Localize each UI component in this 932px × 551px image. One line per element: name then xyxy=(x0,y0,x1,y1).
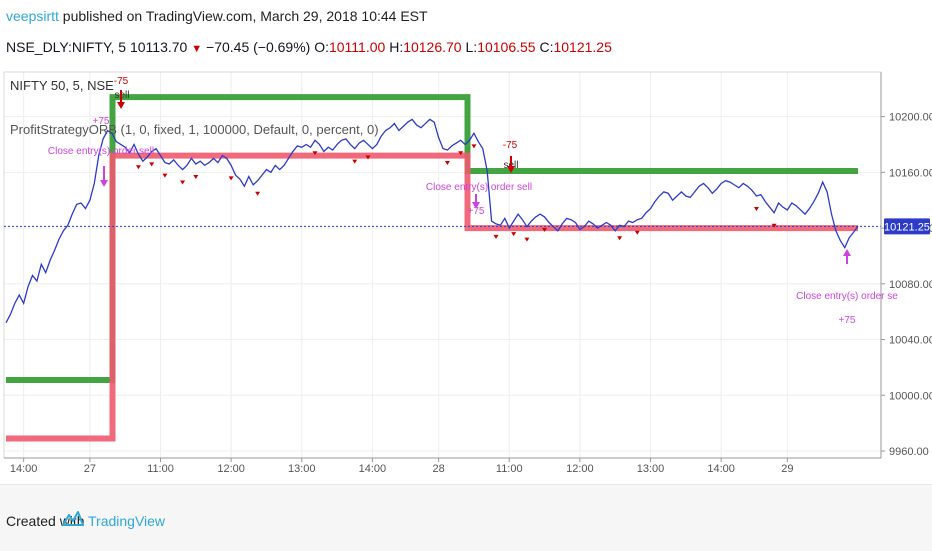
last-price-text: 10121.25 xyxy=(884,221,930,233)
x-tick-label: 13:00 xyxy=(288,463,316,475)
x-tick-label: 12:00 xyxy=(566,463,594,475)
tradingview-brand[interactable]: TradingView xyxy=(88,513,166,529)
last-price-badge xyxy=(884,218,930,235)
close-label: +75 xyxy=(468,206,485,217)
low-value: 10106.55 xyxy=(477,39,536,55)
ohlc-quote-line: NSE_DLY:NIFTY, 5 10113.70 ▼ −70.45 (−0.6… xyxy=(6,39,612,55)
close-label: +75 xyxy=(93,116,110,127)
footer: Created with TradingView xyxy=(0,484,932,551)
sell-marker xyxy=(255,191,261,196)
low-label: L: xyxy=(465,39,478,55)
trade-arrow-icon xyxy=(117,102,125,109)
high-value: 10126.70 xyxy=(403,39,462,55)
sell-marker xyxy=(193,174,199,179)
sell-marker xyxy=(228,176,234,181)
x-axis[interactable]: 14:00 27 11:00 12:00 13:00 14:00 28 11:00 12:00 1… xyxy=(4,457,881,475)
trade-arrow-icon xyxy=(507,166,515,173)
range-high-line xyxy=(6,94,858,383)
y-tick-label: 10000.00 xyxy=(889,390,932,402)
grid xyxy=(4,72,881,458)
trade-markers: -75sellClose entry(s) order sell+75-75se… xyxy=(48,76,898,326)
close-label: C: xyxy=(539,39,554,55)
close-label: Close entry(s) order sell xyxy=(48,146,154,157)
x-tick-label: 27 xyxy=(84,463,96,475)
x-tick-label: 14:00 xyxy=(707,463,735,475)
chart-header: veepsirtt published on TradingView.com, … xyxy=(0,0,932,66)
x-tick-label: 29 xyxy=(781,463,793,475)
sell-marker xyxy=(617,236,623,241)
close-label: +75 xyxy=(839,315,856,326)
x-tick-label: 14:00 xyxy=(10,463,38,475)
sell-marker xyxy=(771,223,777,228)
y-tick-label: 10160.00 xyxy=(889,167,932,179)
y-tick-label: 10080.00 xyxy=(889,279,932,291)
high-label: H: xyxy=(389,39,404,55)
symbol-label[interactable]: NSE_DLY:NIFTY, 5 xyxy=(6,39,127,55)
sell-marker xyxy=(753,207,759,212)
sell-marker xyxy=(312,151,318,156)
sell-marker xyxy=(365,155,371,160)
price-line xyxy=(5,118,859,324)
x-tick-label: 13:00 xyxy=(637,463,665,475)
sell-label: -75 xyxy=(503,140,518,151)
last-value: 10113.70 xyxy=(129,39,188,55)
close-label: Close entry(s) order sell xyxy=(426,182,532,193)
down-arrow-icon: ▼ xyxy=(191,43,203,55)
sell-marker xyxy=(511,232,517,237)
x-tick-label: 11:00 xyxy=(496,463,523,475)
price-series xyxy=(5,118,859,324)
author-link[interactable]: veepsirtt xyxy=(6,8,59,24)
trade-arrow-icon xyxy=(843,249,851,256)
trade-arrow-icon xyxy=(472,202,480,209)
last-price-label: 10121.25 xyxy=(884,218,930,235)
x-tick-label: 11:00 xyxy=(147,463,174,475)
sell-marker xyxy=(162,173,168,178)
x-tick-label: 12:00 xyxy=(217,463,245,475)
x-tick-label: 14:00 xyxy=(359,463,387,475)
sell-marker xyxy=(135,165,141,170)
sell-marker xyxy=(352,159,358,164)
x-tick-label: 28 xyxy=(432,463,444,475)
legend-strategy[interactable]: ProfitStrategyORB (1, 0, fixed, 1, 10000… xyxy=(10,122,379,137)
trade-arrow-icon xyxy=(100,180,108,187)
publish-line: veepsirtt published on TradingView.com, … xyxy=(6,8,428,24)
sell-marker xyxy=(634,230,640,235)
open-label: O: xyxy=(314,39,329,55)
sell-marker xyxy=(458,151,464,156)
sell-marker xyxy=(180,180,186,185)
sell-marker xyxy=(542,227,548,232)
sell-marker xyxy=(471,144,477,149)
price-chart[interactable]: -75sellClose entry(s) order sell+75-75se… xyxy=(0,66,932,484)
legend-symbol[interactable]: NIFTY 50, 5, NSE xyxy=(10,78,114,93)
y-tick-label: 9960.00 xyxy=(889,446,929,458)
publish-info: published on TradingView.com, March 29, … xyxy=(58,8,428,24)
close-label: Close entry(s) order se xyxy=(796,291,898,302)
sell-marker xyxy=(493,234,499,239)
sell-marker xyxy=(444,161,450,166)
y-tick-label: 10200.00 xyxy=(889,112,932,124)
open-value: 10111.00 xyxy=(328,39,386,55)
chart-legend: NIFTY 50, 5, NSE ProfitStrategyORB (1, 0… xyxy=(10,78,379,137)
change-value: −70.45 (−0.69%) xyxy=(206,39,311,55)
tradingview-logo-icon xyxy=(62,511,84,526)
sell-marker xyxy=(524,237,530,242)
sell-label: -75 xyxy=(114,76,129,87)
close-value: 10121.25 xyxy=(553,39,612,55)
sell-marker xyxy=(149,162,155,167)
y-tick-label: 10040.00 xyxy=(889,335,932,347)
